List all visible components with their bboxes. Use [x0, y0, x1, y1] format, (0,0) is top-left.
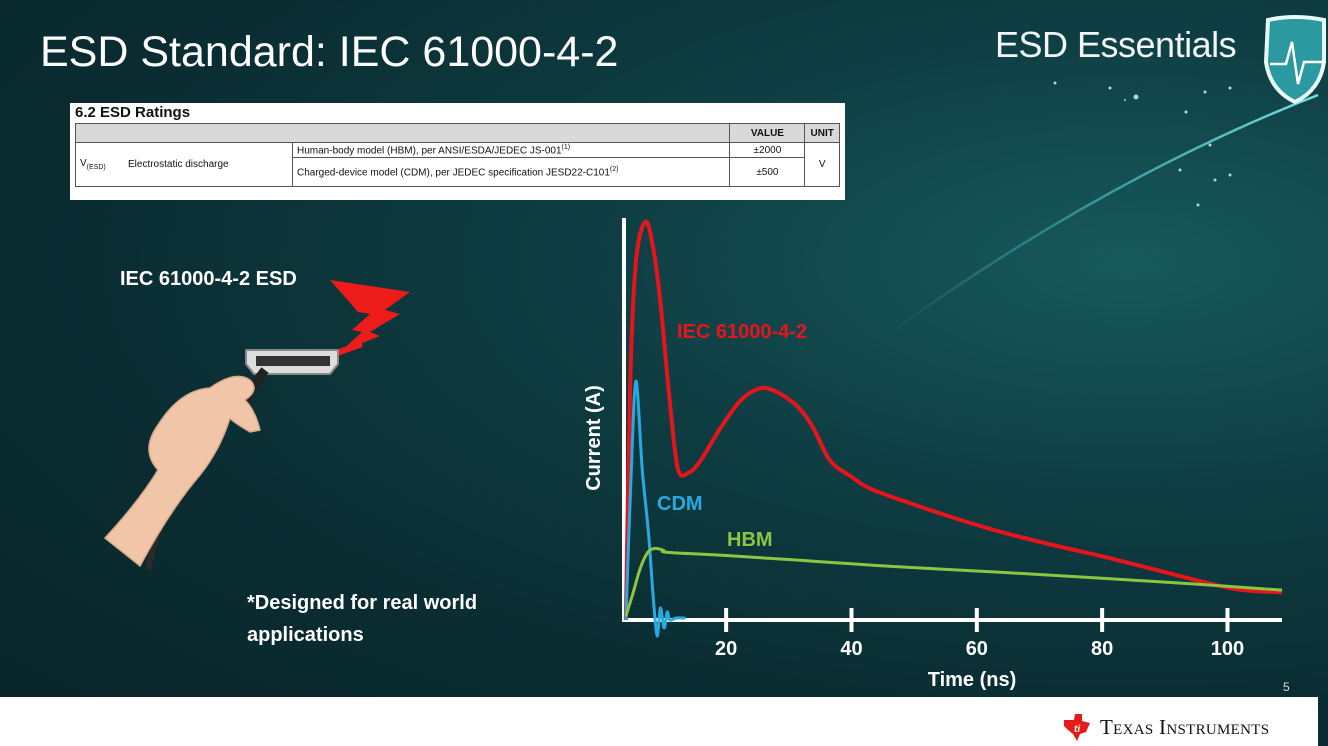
header-value: VALUE: [729, 123, 806, 143]
x-tick-label: 20: [715, 638, 737, 660]
footnote-line-2: applications: [247, 624, 364, 646]
series-label-cdm: CDM: [657, 493, 703, 515]
brand-title: ESD Essentials: [995, 24, 1237, 65]
illustration-label: IEC 61000-4-2 ESD: [120, 268, 297, 290]
x-tick-label: 100: [1211, 638, 1244, 660]
series-label-hbm: HBM: [727, 529, 773, 551]
condition-cell: Human-body model (HBM), per ANSI/ESDA/JE…: [291, 141, 731, 159]
value-cell: ±2000: [729, 141, 806, 159]
shield-heartbeat-icon: [1263, 15, 1326, 104]
footnote-line-1: *Designed for real world: [247, 592, 478, 614]
lightning-bolt-icon: [330, 280, 410, 352]
texas-instruments-logo-icon: ti: [1064, 714, 1090, 741]
footer-bar: [0, 697, 1318, 746]
symbol-subscript: (ESD): [86, 164, 106, 172]
hand-icon: [103, 375, 261, 568]
series-label-iec: IEC 61000-4-2: [677, 321, 807, 343]
parameter-cell: Electrostatic discharge: [124, 141, 293, 188]
x-tick-label: 80: [1091, 638, 1113, 660]
condition-cell: Charged-device model (CDM), per JEDEC sp…: [291, 157, 731, 188]
series-line-hbm: [624, 546, 1283, 617]
x-tick-label: 60: [966, 638, 988, 660]
table-row: V(ESD) Electrostatic discharge Human-bod…: [75, 141, 840, 188]
svg-text:ti: ti: [1074, 724, 1080, 735]
table-caption: 6.2 ESD Ratings: [75, 104, 191, 121]
page-number: 5: [1283, 680, 1290, 694]
condition-text: Human-body model (HBM), per ANSI/ESDA/JE…: [297, 145, 562, 157]
series-line-cdm: [624, 379, 686, 638]
value-cell: ±500: [729, 157, 806, 188]
symbol: V: [80, 158, 87, 170]
condition-text: Charged-device model (CDM), per JEDEC sp…: [297, 167, 610, 179]
footnote-ref: (2): [609, 166, 619, 174]
series-line-iec-61000-4-2: [623, 219, 1283, 621]
footnote-ref: (1): [561, 144, 571, 151]
unit-cell: V: [804, 141, 840, 188]
company-name: Texas Instruments: [1100, 714, 1270, 739]
hand-hdmi-illustration: [103, 280, 410, 571]
symbol-cell: V(ESD): [75, 141, 124, 188]
y-axis-label: Current (A): [583, 385, 605, 491]
slide-title: ESD Standard: IEC 61000-4-2: [40, 28, 619, 76]
esd-ratings-table: 6.2 ESD Ratings VALUE UNIT V(ESD) Electr…: [70, 103, 845, 200]
x-axis-label: Time (ns): [928, 669, 1017, 691]
x-tick-label: 40: [840, 638, 862, 660]
ti-logo: ti Texas Instruments: [1062, 712, 1269, 742]
table-row: Charged-device model (CDM), per JEDEC sp…: [76, 157, 840, 188]
